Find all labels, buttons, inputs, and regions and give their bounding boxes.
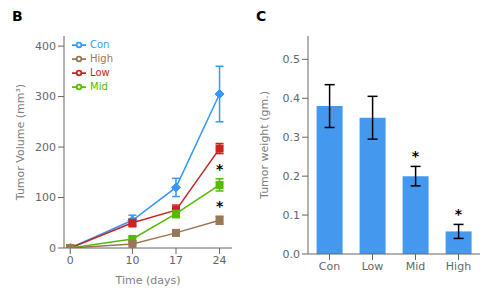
svg-text:200: 200	[35, 141, 56, 154]
svg-text:10: 10	[125, 254, 139, 267]
html-text:C: C	[256, 8, 267, 24]
svg-text:0.0: 0.0	[283, 248, 301, 261]
html-text:Mid: Mid	[90, 81, 108, 92]
svg-text:Tumor Volume (mm³): Tumor Volume (mm³)	[14, 84, 27, 201]
html-text:High: High	[90, 53, 113, 64]
html-text:B: B	[12, 8, 23, 24]
svg-text:0.4: 0.4	[283, 92, 301, 105]
svg-text:100: 100	[35, 191, 56, 204]
svg-text:High: High	[446, 260, 471, 273]
svg-text:24: 24	[213, 254, 227, 267]
svg-text:Mid: Mid	[406, 260, 426, 273]
svg-text:*: *	[216, 161, 224, 177]
html-text:Con: Con	[90, 39, 110, 50]
svg-text:Low: Low	[362, 260, 384, 273]
svg-text:*: *	[412, 148, 420, 164]
svg-text:*: *	[216, 198, 224, 214]
svg-text:*: *	[455, 206, 463, 222]
svg-text:400: 400	[35, 40, 56, 53]
svg-text:0.5: 0.5	[283, 53, 301, 66]
html-text:Low: Low	[90, 67, 110, 78]
svg-text:0.1: 0.1	[283, 209, 301, 222]
svg-text:0: 0	[49, 242, 56, 255]
svg-text:300: 300	[35, 90, 56, 103]
svg-text:0.2: 0.2	[283, 170, 301, 183]
svg-text:17: 17	[169, 254, 183, 267]
svg-text:0.3: 0.3	[283, 131, 301, 144]
svg-text:Con: Con	[319, 260, 340, 273]
svg-text:0: 0	[67, 254, 74, 267]
svg-text:Tumor weight (gm.): Tumor weight (gm.)	[258, 91, 271, 200]
svg-text:Time (days): Time (days)	[115, 274, 181, 287]
